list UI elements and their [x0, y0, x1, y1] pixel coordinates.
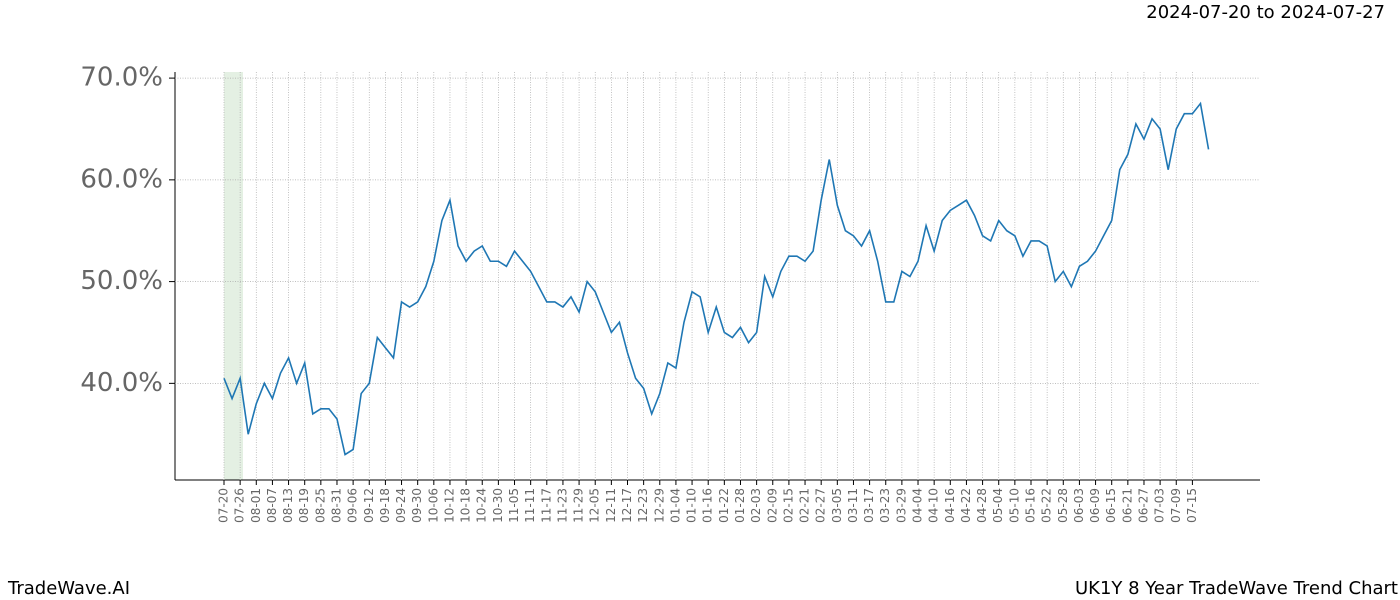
x-tick-label: 07-26	[233, 488, 247, 523]
x-tick-label: 04-28	[975, 488, 989, 523]
x-tick-label: 08-31	[329, 488, 343, 523]
x-tick-label: 05-04	[991, 488, 1005, 523]
x-tick-label: 03-17	[862, 488, 876, 523]
x-tick-label: 03-05	[830, 488, 844, 523]
x-tick-label: 02-27	[814, 488, 828, 523]
x-tick-label: 04-22	[959, 488, 973, 523]
x-tick-label: 11-17	[539, 488, 553, 523]
date-range: 2024-07-20 to 2024-07-27	[1146, 2, 1385, 23]
x-tick-label: 02-21	[798, 488, 812, 523]
x-tick-label: 06-27	[1136, 488, 1150, 523]
x-tick-label: 02-09	[765, 488, 779, 523]
x-tick-label: 01-28	[733, 488, 747, 523]
x-tick-label: 08-19	[297, 488, 311, 523]
x-tick-label: 06-15	[1104, 488, 1118, 523]
x-tick-label: 11-05	[507, 488, 521, 523]
x-tick-label: 07-03	[1153, 488, 1167, 523]
x-tick-label: 08-01	[249, 488, 263, 523]
x-tick-label: 04-10	[927, 488, 941, 523]
y-tick-label: 70.0%	[80, 63, 163, 93]
footer-title: UK1Y 8 Year TradeWave Trend Chart	[1075, 578, 1398, 599]
x-tick-label: 08-25	[313, 488, 327, 523]
x-tick-label: 06-09	[1088, 488, 1102, 523]
x-tick-label: 09-18	[378, 488, 392, 523]
x-tick-label: 12-23	[636, 488, 650, 523]
x-tick-label: 07-15	[1185, 488, 1199, 523]
y-tick-label: 40.0%	[80, 368, 163, 398]
x-tick-label: 12-05	[588, 488, 602, 523]
x-tick-label: 03-29	[894, 488, 908, 523]
x-tick-label: 03-23	[878, 488, 892, 523]
x-tick-label: 10-06	[426, 488, 440, 523]
y-tick-label: 50.0%	[80, 266, 163, 296]
x-tick-label: 04-04	[911, 488, 925, 523]
brand: TradeWave.AI	[7, 578, 130, 599]
x-tick-label: 10-24	[475, 488, 489, 523]
x-tick-label: 05-28	[1056, 488, 1070, 523]
x-tick-label: 01-04	[668, 488, 682, 523]
x-tick-label: 09-06	[346, 488, 360, 523]
x-tick-label: 10-30	[491, 488, 505, 523]
x-tick-label: 05-22	[1040, 488, 1054, 523]
x-tick-label: 05-10	[1007, 488, 1021, 523]
x-tick-label: 12-11	[604, 488, 618, 523]
x-tick-label: 07-20	[217, 488, 231, 523]
x-tick-label: 08-13	[281, 488, 295, 523]
x-tick-label: 09-12	[362, 488, 376, 523]
y-tick-label: 60.0%	[80, 164, 163, 194]
x-tick-label: 06-21	[1120, 488, 1134, 523]
line	[223, 101, 1210, 456]
x-tick-label: 07-09	[1169, 488, 1183, 523]
highlight-span	[224, 72, 243, 480]
x-tick-label: 11-29	[572, 488, 586, 523]
x-tick-label: 05-16	[1024, 488, 1038, 523]
x-tick-label: 12-29	[652, 488, 666, 523]
x-tick-label: 06-03	[1072, 488, 1086, 523]
x-tick-label: 08-07	[265, 488, 279, 523]
x-tick-label: 09-30	[410, 488, 424, 523]
x-tick-label: 03-11	[846, 488, 860, 523]
x-tick-label: 11-23	[555, 488, 569, 523]
x-tick-label: 12-17	[620, 488, 634, 523]
x-tick-label: 11-11	[523, 488, 537, 523]
x-tick-label: 01-22	[717, 488, 731, 523]
x-tick-label: 10-18	[459, 488, 473, 523]
x-tick-label: 10-12	[442, 488, 456, 523]
x-tick-label: 09-24	[394, 488, 408, 523]
x-tick-label: 02-15	[781, 488, 795, 523]
x-tick-label: 01-10	[685, 488, 699, 523]
x-tick-label: 01-16	[701, 488, 715, 523]
x-tick-label: 04-16	[943, 488, 957, 523]
x-tick-label: 02-03	[749, 488, 763, 523]
